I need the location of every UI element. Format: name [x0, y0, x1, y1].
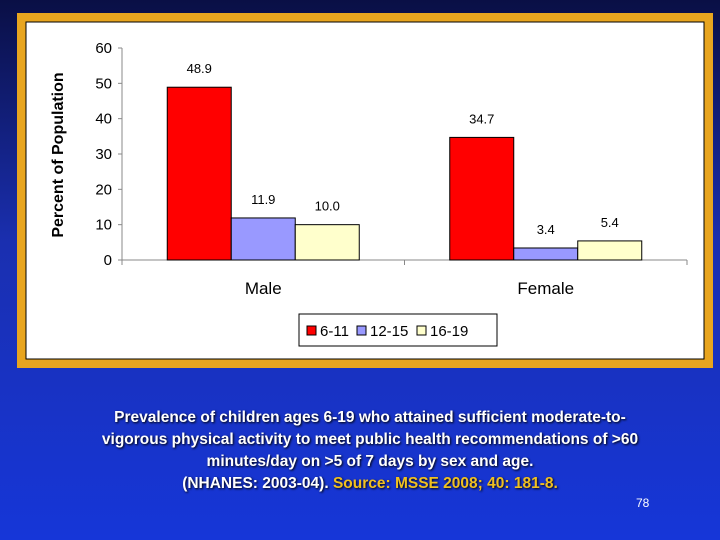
caption-citation: (NHANES: 2003-04).	[182, 475, 329, 492]
chart-caption: Prevalence of children ages 6-19 who att…	[40, 407, 700, 495]
caption-line-4: (NHANES: 2003-04). Source: MSSE 2008; 40…	[40, 473, 700, 495]
y-tick-label: 50	[95, 75, 112, 92]
y-tick-label: 0	[104, 252, 112, 269]
bar-female-16-19	[577, 240, 643, 261]
data-label: 34.7	[469, 111, 494, 126]
data-label: 48.9	[187, 61, 212, 76]
caption-line-2: vigorous physical activity to meet publi…	[101, 431, 639, 448]
caption-line-1: Prevalence of children ages 6-19 who att…	[114, 409, 626, 426]
legend-swatch-6-11	[306, 325, 317, 336]
y-tick-label: 40	[95, 111, 112, 128]
x-category-label: Male	[245, 279, 282, 298]
caption-line-3: minutes/day on >5 of 7 days by sex and a…	[206, 453, 534, 470]
data-label: 3.4	[537, 222, 555, 237]
data-label: 10.0	[315, 199, 340, 214]
y-tick-label: 60	[95, 40, 112, 57]
legend-label: 6-11	[320, 323, 349, 340]
legend-label: 16-19	[430, 323, 468, 340]
slide-number: 78	[636, 496, 650, 510]
bar-female-12-15	[513, 247, 579, 261]
bar-chart: 0 10 20 30 40 50 60 48.9 11.9 10.0 Male 34.7 3.4 5.4…	[25, 21, 705, 360]
bar-male-12-15	[230, 217, 296, 261]
legend-swatch-12-15	[356, 325, 367, 336]
x-category-label: Female	[517, 279, 574, 298]
bar-male-16-19	[294, 224, 360, 261]
legend-swatch-16-19	[416, 325, 427, 336]
y-tick-label: 10	[95, 217, 112, 234]
y-tick-label: 20	[95, 181, 112, 198]
data-label: 5.4	[601, 215, 619, 230]
y-tick-label: 30	[95, 146, 112, 163]
legend: 6-11 12-15 16-19	[298, 313, 498, 347]
legend-box	[298, 313, 498, 347]
caption-source: Source: MSSE 2008; 40: 181-8.	[332, 475, 558, 492]
bar-male-6-11	[166, 86, 232, 261]
plot-background	[25, 21, 705, 360]
bar-female-6-11	[449, 136, 515, 261]
legend-label: 12-15	[370, 323, 408, 340]
y-axis-label: Percent of Population	[50, 72, 67, 237]
chart-frame: 0 10 20 30 40 50 60 48.9 11.9 10.0 Male 34.7 3.4 5.4…	[17, 13, 713, 368]
data-label: 11.9	[251, 192, 275, 207]
